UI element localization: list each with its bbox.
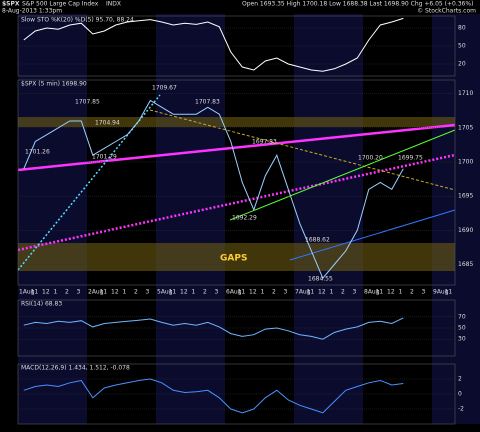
annotation: 1701.26 bbox=[25, 149, 50, 156]
trend-line bbox=[17, 123, 456, 172]
day-stripe bbox=[156, 14, 225, 424]
panel-title: Slow STO %K(20) %D(5) 95.70, 88.24 bbox=[21, 17, 134, 24]
x-tick-label: 7Aug bbox=[295, 289, 311, 296]
annotation: 1704.94 bbox=[95, 120, 120, 127]
y-tick-label: 1690 bbox=[458, 227, 473, 234]
series-line bbox=[23, 17, 404, 72]
x-tick-label: 1 bbox=[261, 289, 265, 296]
y-tick-label: 70 bbox=[458, 313, 466, 320]
annotation: 1701.29 bbox=[92, 154, 117, 161]
panel-title: RSI(14) 68.83 bbox=[21, 301, 62, 308]
x-tick-label: 2 bbox=[272, 289, 276, 296]
x-tick-label: 11 bbox=[238, 289, 246, 296]
x-tick-label: 2 bbox=[134, 289, 138, 296]
x-tick-label: 12 bbox=[180, 289, 188, 296]
y-tick-label: 1695 bbox=[458, 193, 473, 200]
series-line bbox=[23, 378, 404, 414]
annotation: GAPS bbox=[220, 254, 247, 264]
x-tick-label: 12 bbox=[387, 289, 395, 296]
index-name: S&P 500 Large Cap Index bbox=[22, 1, 99, 8]
annotation: 1688.62 bbox=[305, 237, 330, 244]
annotation: 1697.83 bbox=[252, 139, 277, 146]
x-tick-label: 8Aug bbox=[364, 289, 380, 296]
exchange: INDX bbox=[106, 1, 121, 8]
day-stripe bbox=[432, 14, 480, 424]
trend-line bbox=[289, 209, 456, 261]
x-tick-label: 1 bbox=[330, 289, 334, 296]
x-tick-label: 3 bbox=[353, 289, 357, 296]
y-tick-label: 20 bbox=[458, 61, 466, 68]
panel-title: $SPX (5 min) 1698.90 bbox=[21, 81, 87, 88]
x-tick-label: 11 bbox=[307, 289, 315, 296]
y-tick-label: 1700 bbox=[458, 159, 473, 166]
x-tick-label: 2 bbox=[410, 289, 414, 296]
x-tick-label: 11 bbox=[100, 289, 108, 296]
x-tick-label: 12 bbox=[249, 289, 257, 296]
x-tick-label: 1 bbox=[399, 289, 403, 296]
y-tick-label: 1710 bbox=[458, 90, 473, 97]
x-tick-label: 6Aug bbox=[226, 289, 242, 296]
annotation: 1699.75 bbox=[398, 155, 423, 162]
symbol: $SPX bbox=[2, 1, 20, 8]
panel-title: MACD(12,26,9) 1.434, 1.512, -0.078 bbox=[21, 365, 130, 372]
y-tick-label: 80 bbox=[458, 25, 466, 32]
panel-frame bbox=[17, 79, 456, 286]
series-line bbox=[23, 99, 404, 280]
annotation: 1692.29 bbox=[232, 215, 257, 222]
x-tick-label: 2Aug bbox=[88, 289, 104, 296]
x-tick-label: 12 bbox=[42, 289, 50, 296]
gap-zone bbox=[18, 117, 455, 127]
day-stripe bbox=[18, 14, 87, 424]
x-tick-label: 12 bbox=[318, 289, 326, 296]
x-tick-label: 11 bbox=[445, 289, 453, 296]
y-tick-label: 1685 bbox=[458, 261, 473, 268]
x-tick-label: 2 bbox=[341, 289, 345, 296]
gap-zone bbox=[18, 243, 455, 271]
x-tick-label: 3 bbox=[422, 289, 426, 296]
x-tick-label: 9Aug bbox=[433, 289, 449, 296]
x-tick-label: 3 bbox=[146, 289, 150, 296]
annotation: 1707.83 bbox=[195, 99, 220, 106]
x-tick-label: 3 bbox=[77, 289, 81, 296]
x-tick-label: 1 bbox=[192, 289, 196, 296]
x-tick-label: 1 bbox=[123, 289, 127, 296]
y-tick-label: 30 bbox=[458, 336, 466, 343]
x-tick-label: 3 bbox=[284, 289, 288, 296]
x-tick-label: 3 bbox=[215, 289, 219, 296]
annotation: 1700.20 bbox=[358, 155, 383, 162]
y-tick-label: -2 bbox=[458, 406, 464, 413]
x-tick-label: 1 bbox=[54, 289, 58, 296]
x-tick-label: 11 bbox=[169, 289, 177, 296]
annotation: 1684.55 bbox=[308, 276, 333, 283]
x-tick-label: 2 bbox=[65, 289, 69, 296]
y-tick-label: 50 bbox=[458, 43, 466, 50]
x-tick-label: 11 bbox=[31, 289, 39, 296]
y-tick-label: 1705 bbox=[458, 124, 473, 131]
x-tick-label: 12 bbox=[111, 289, 119, 296]
y-tick-label: 50 bbox=[458, 325, 466, 332]
y-tick-label: 0 bbox=[458, 391, 462, 398]
trend-line bbox=[149, 109, 456, 191]
annotation: 1709.67 bbox=[152, 85, 177, 92]
quote: Open 1693.35 High 1700.18 Low 1688.38 La… bbox=[242, 1, 473, 8]
trend-line bbox=[17, 94, 161, 271]
y-tick-label: 2 bbox=[458, 376, 462, 383]
x-tick-label: 2 bbox=[203, 289, 207, 296]
trend-line bbox=[229, 129, 456, 221]
x-tick-label: 1Aug bbox=[19, 289, 35, 296]
day-stripe bbox=[294, 14, 363, 424]
x-tick-label: 11 bbox=[376, 289, 384, 296]
series-line bbox=[23, 317, 404, 340]
credit: © StockCharts.com bbox=[417, 8, 476, 15]
date: 8-Aug-2013 1:33pm bbox=[2, 8, 62, 15]
x-tick-label: 5Aug bbox=[157, 289, 173, 296]
annotation: 1707.85 bbox=[75, 99, 100, 106]
